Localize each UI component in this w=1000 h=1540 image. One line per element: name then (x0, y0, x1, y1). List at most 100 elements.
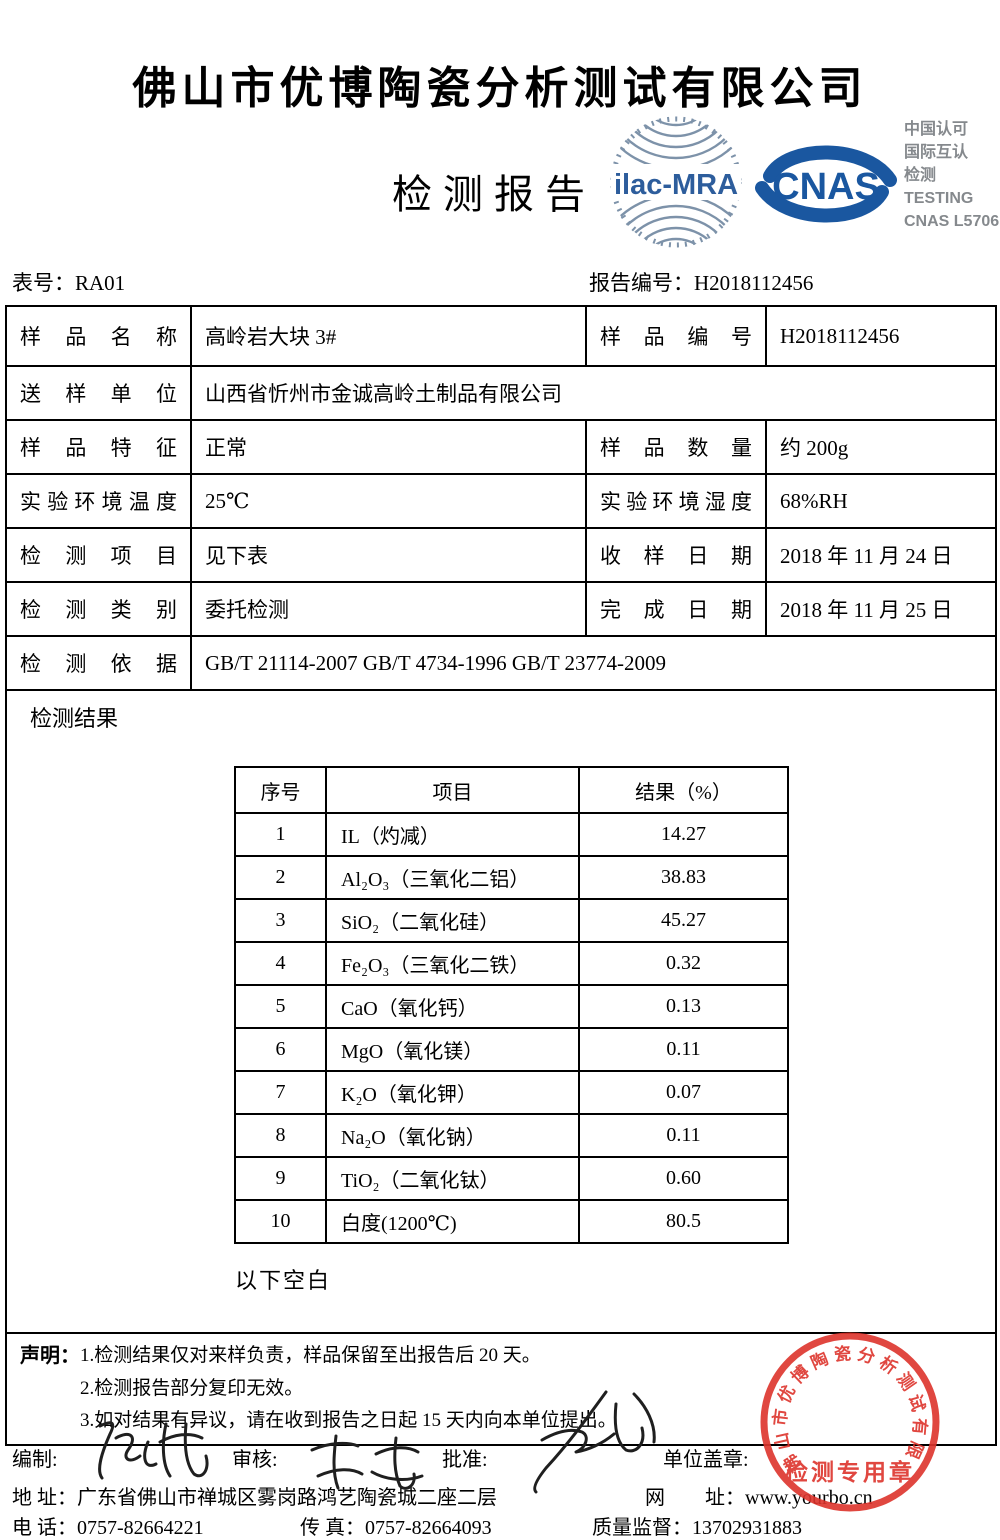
table-row: 1 IL（灼减） 14.27 (234, 812, 789, 857)
company-name: 佛山市优博陶瓷分析测试有限公司 (132, 64, 868, 113)
col-header-result: 结果（%） (578, 766, 789, 814)
col-header-no: 序号 (234, 766, 327, 814)
row-item: Al₂O₃（三氧化二铝） (325, 855, 580, 900)
row-result: 0.13 (578, 984, 789, 1029)
sample-name-value: 高岭岩大块 3# (190, 305, 587, 367)
humidity-label: 实验环境湿度 (585, 473, 767, 529)
test-type-value: 委托检测 (190, 581, 587, 637)
form-number-label: 表号： (12, 271, 75, 295)
cnas-label: CNAS (772, 166, 880, 208)
address-value: 广东省佛山市禅城区雾岗路鸿艺陶瓷城二座二层 (77, 1487, 497, 1509)
accreditation-line: 检测 (904, 167, 937, 184)
info-table: 样 品 名 称 高岭岩大块 3# 样 品 编 号 H2018112456 送 样… (5, 305, 997, 1446)
website-label: 网 址： (645, 1487, 745, 1509)
table-row: 3 SiO₂（二氧化硅） 45.27 (234, 898, 789, 943)
finish-date-value: 2018 年 11 月 25 日 (765, 581, 997, 637)
results-row: 检测结果 序号 项目 结果（%） 1 IL（灼减） 14.27 2 Al₂O₃（三氧化… (5, 689, 997, 1334)
test-items-label: 检 测 项 目 (5, 527, 192, 583)
approved-signature (533, 1390, 656, 1494)
row-no: 8 (234, 1113, 327, 1158)
table-row: 6 MgO（氧化镁） 0.11 (234, 1027, 789, 1072)
ilac-mra-logo-icon: ilac-MRA (610, 116, 742, 248)
finish-date-label: 完 成 日 期 (585, 581, 767, 637)
accreditation-line: 中国认可 (904, 121, 969, 138)
info-row: 样 品 名 称 高岭岩大块 3# 样 品 编 号 H2018112456 (5, 305, 997, 367)
approved-by-label: 批准: (442, 1449, 488, 1471)
row-item: SiO₂（二氧化硅） (325, 898, 580, 943)
sample-quantity-value: 约 200g (765, 419, 997, 475)
report-number-label: 报告编号： (589, 271, 694, 295)
row-no: 9 (234, 1156, 327, 1201)
prepared-signature (98, 1421, 209, 1480)
info-row: 检 测 项 目 见下表 收 样 日 期 2018 年 11 月 24 日 (5, 527, 997, 583)
accreditation-text: 中国认可 国际互认 检测 TESTING CNAS L5706 (904, 118, 1000, 233)
test-basis-value: GB/T 21114-2007 GB/T 4734-1996 GB/T 2377… (190, 635, 997, 691)
row-no: 6 (234, 1027, 327, 1072)
table-row: 7 K₂O（氧化钾） 0.07 (234, 1070, 789, 1115)
row-item: CaO（氧化钙） (325, 984, 580, 1029)
row-item: K₂O（氧化钾） (325, 1070, 580, 1115)
temperature-value: 25℃ (190, 473, 587, 529)
address-label: 地 址： (12, 1487, 77, 1509)
prepared-by-label: 编制: (12, 1449, 58, 1471)
unit-seal-label: 单位盖章: (663, 1449, 749, 1471)
received-date-value: 2018 年 11 月 24 日 (765, 527, 997, 583)
form-number-value: RA01 (75, 271, 126, 295)
statement: 声明： 1.检测结果仅对来样负责，样品保留至出报告后 20 天。 2.检测报告部… (20, 1340, 982, 1438)
row-no: 7 (234, 1070, 327, 1115)
test-basis-label: 检 测 依 据 (5, 635, 192, 691)
sample-name-label: 样 品 名 称 (5, 305, 192, 367)
results-section-label: 检测结果 (30, 706, 119, 731)
fax-label: 传 真： (300, 1517, 365, 1539)
table-row: 5 CaO（氧化钙） 0.13 (234, 984, 789, 1029)
info-row: 样 品 特 征 正常 样 品 数 量 约 200g (5, 419, 997, 475)
seal-center-text: 检测专用章 (785, 1459, 915, 1485)
info-row: 检 测 依 据 GB/T 21114-2007 GB/T 4734-1996 G… (5, 635, 997, 691)
temperature-label: 实验环境温度 (5, 473, 192, 529)
svg-text:佛山市优博陶瓷分析测试有限公司: 佛山市优博陶瓷分析测试有限公司 (755, 1327, 931, 1477)
report-number-value: H2018112456 (694, 271, 814, 295)
address: 地 址：广东省佛山市禅城区雾岗路鸿艺陶瓷城二座二层 (12, 1481, 497, 1510)
row-item: IL（灼减） (325, 812, 580, 857)
seal-ring-text: 佛山市优博陶瓷分析测试有限公司 (755, 1327, 926, 1477)
accreditation-line: CNAS L5706 (904, 213, 1000, 230)
report-number: 报告编号：H2018112456 (589, 267, 813, 297)
row-result: 45.27 (578, 898, 789, 943)
table-row: 4 Fe₂O₃（三氧化二铁） 0.32 (234, 941, 789, 986)
fax-value: 0757-82664093 (365, 1517, 492, 1539)
row-result: 0.11 (578, 1113, 789, 1158)
info-row: 送 样 单 位 山西省忻州市金诚高岭土制品有限公司 (5, 365, 997, 421)
client-label: 送 样 单 位 (5, 365, 192, 421)
statement-line: 3.如对结果有异议，请在收到报告之日起 15 天内向本单位提出。 (80, 1410, 617, 1432)
client-value: 山西省忻州市金诚高岭土制品有限公司 (190, 365, 997, 421)
row-result: 0.32 (578, 941, 789, 986)
phone: 电 话：0757-82664221 (12, 1511, 204, 1540)
ilac-mra-label: ilac-MRA (614, 169, 738, 201)
info-row: 检 测 类 别 委托检测 完 成 日 期 2018 年 11 月 25 日 (5, 581, 997, 637)
results-header-row: 序号 项目 结果（%） (234, 766, 789, 814)
statement-row: 声明： 1.检测结果仅对来样负责，样品保留至出报告后 20 天。 2.检测报告部… (5, 1332, 997, 1446)
row-item: TiO₂（二氧化钛） (325, 1156, 580, 1201)
quality-supervision-label: 质量监督： (592, 1517, 692, 1539)
cnas-logo-icon: CNAS (755, 145, 897, 223)
row-item: Na₂O（氧化钠） (325, 1113, 580, 1158)
company-seal-stamp: 佛山市优博陶瓷分析测试有限公司 检测专用章 (755, 1327, 940, 1512)
table-row: 9 TiO₂（二氧化钛） 0.60 (234, 1156, 789, 1201)
results-section: 检测结果 序号 项目 结果（%） 1 IL（灼减） 14.27 2 Al₂O₃（三氧化… (20, 692, 982, 1331)
test-items-value: 见下表 (190, 527, 587, 583)
sample-character-label: 样 品 特 征 (5, 419, 192, 475)
humidity-value: 68%RH (765, 473, 997, 529)
row-result: 38.83 (578, 855, 789, 900)
statement-line: 2.检测报告部分复印无效。 (80, 1377, 304, 1399)
results-table: 序号 项目 结果（%） 1 IL（灼减） 14.27 2 Al₂O₃（三氧化二铝） 38… (234, 766, 789, 1244)
statement-label: 声明： (20, 1345, 80, 1368)
quality-supervision-value: 13702931883 (692, 1517, 802, 1539)
col-header-item: 项目 (325, 766, 580, 814)
below-blank-note: 以下空白 (235, 1268, 332, 1293)
phone-label: 电 话： (12, 1517, 77, 1539)
table-row: 10 白度(1200℃) 80.5 (234, 1199, 789, 1244)
fax: 传 真：0757-82664093 (300, 1511, 492, 1540)
report-title: 检测报告 (392, 172, 596, 217)
statement-line: 1.检测结果仅对来样负责，样品保留至出报告后 20 天。 (80, 1345, 541, 1367)
